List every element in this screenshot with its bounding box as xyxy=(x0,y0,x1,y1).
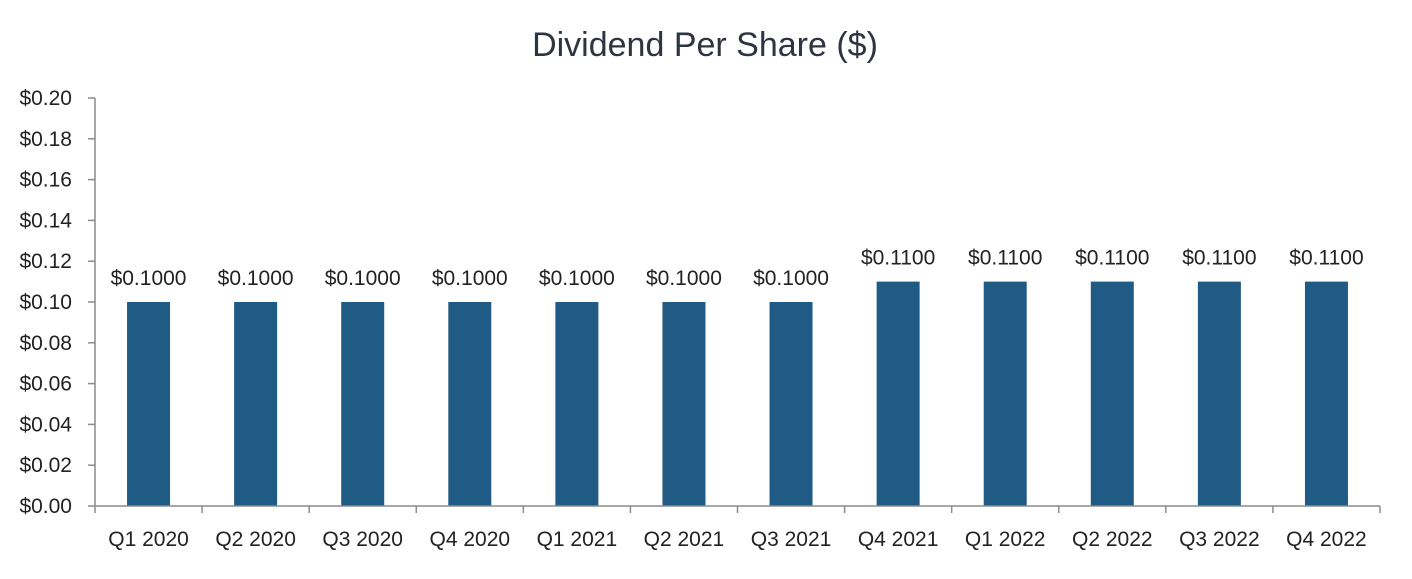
bar xyxy=(555,302,599,506)
y-tick-label: $0.16 xyxy=(19,169,72,192)
x-tick-label: Q3 2021 xyxy=(751,528,832,551)
x-tick-label: Q1 2020 xyxy=(108,528,189,551)
y-tick-label: $0.04 xyxy=(19,413,72,436)
x-tick-label: Q2 2022 xyxy=(1072,528,1153,551)
bar-series xyxy=(127,281,1348,506)
y-tick-label: $0.06 xyxy=(19,373,72,396)
bar xyxy=(234,302,278,506)
y-tick-label: $0.10 xyxy=(19,291,72,314)
data-label: $0.1000 xyxy=(539,267,615,290)
data-label: $0.1100 xyxy=(1182,247,1256,270)
y-tick-label: $0.02 xyxy=(19,454,72,477)
data-label: $0.1100 xyxy=(968,247,1042,270)
x-tick-label: Q1 2022 xyxy=(965,528,1046,551)
x-tick-label: Q3 2020 xyxy=(322,528,403,551)
data-label: $0.1000 xyxy=(218,267,294,290)
bar xyxy=(127,302,171,506)
bar xyxy=(341,302,385,506)
data-label: $0.1100 xyxy=(861,247,935,270)
data-label: $0.1000 xyxy=(753,267,829,290)
data-labels: $0.1000 $0.1000 $0.1000 $0.1000 $0.1000 $0.10… xyxy=(111,247,1364,290)
bar xyxy=(876,281,920,506)
bar xyxy=(769,302,813,506)
data-label: $0.1000 xyxy=(646,267,722,290)
x-tick-label: Q4 2021 xyxy=(858,528,939,551)
data-label: $0.1100 xyxy=(1289,247,1363,270)
x-tick-label: Q4 2020 xyxy=(430,528,511,551)
bar xyxy=(1304,281,1348,506)
x-tick-label: Q4 2022 xyxy=(1286,528,1367,551)
data-label: $0.1100 xyxy=(1075,247,1149,270)
data-label: $0.1000 xyxy=(432,267,508,290)
bar xyxy=(983,281,1027,506)
bar xyxy=(1090,281,1134,506)
x-axis-ticks: Q1 2020 Q2 2020 Q3 2020 Q4 2020 Q1 2021 Q2 20… xyxy=(94,506,1381,551)
y-tick-label: $0.18 xyxy=(19,128,72,151)
y-axis-ticks: $0.00 $0.02 $0.04 $0.06 $0.08 $0.10 $0.12 $0.14… xyxy=(19,87,95,518)
y-tick-label: $0.20 xyxy=(19,87,72,110)
x-tick-label: Q2 2021 xyxy=(644,528,725,551)
bar xyxy=(448,302,492,506)
y-tick-label: $0.00 xyxy=(19,495,72,518)
x-tick-label: Q2 2020 xyxy=(215,528,296,551)
data-label: $0.1000 xyxy=(325,267,401,290)
x-tick-label: Q1 2021 xyxy=(537,528,618,551)
y-tick-label: $0.12 xyxy=(19,250,72,273)
y-tick-label: $0.08 xyxy=(19,332,72,355)
data-label: $0.1000 xyxy=(111,267,187,290)
bar xyxy=(1197,281,1241,506)
bar xyxy=(662,302,706,506)
chart-title: Dividend Per Share ($) xyxy=(532,26,878,64)
x-tick-label: Q3 2022 xyxy=(1179,528,1260,551)
y-tick-label: $0.14 xyxy=(19,209,72,232)
